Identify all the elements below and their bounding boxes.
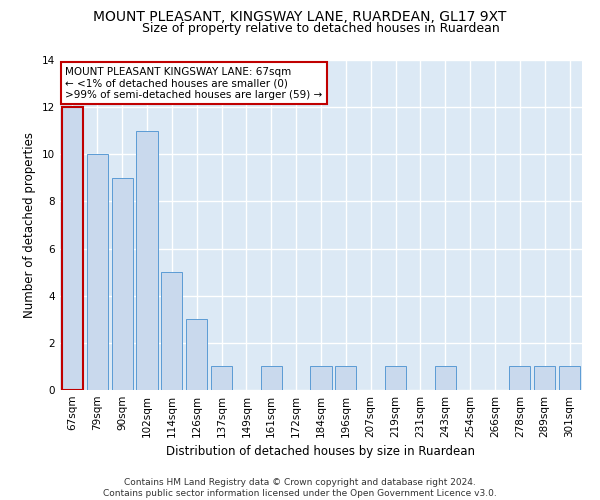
Bar xyxy=(87,154,108,390)
Bar xyxy=(261,366,282,390)
Bar xyxy=(559,366,580,390)
Bar xyxy=(435,366,456,390)
Bar xyxy=(310,366,332,390)
Bar xyxy=(211,366,232,390)
Title: Size of property relative to detached houses in Ruardean: Size of property relative to detached ho… xyxy=(142,22,500,35)
Bar xyxy=(335,366,356,390)
Bar xyxy=(136,130,158,390)
Y-axis label: Number of detached properties: Number of detached properties xyxy=(23,132,37,318)
X-axis label: Distribution of detached houses by size in Ruardean: Distribution of detached houses by size … xyxy=(167,446,476,458)
Bar xyxy=(534,366,555,390)
Bar xyxy=(112,178,133,390)
Text: Contains HM Land Registry data © Crown copyright and database right 2024.
Contai: Contains HM Land Registry data © Crown c… xyxy=(103,478,497,498)
Bar xyxy=(186,320,207,390)
Text: MOUNT PLEASANT, KINGSWAY LANE, RUARDEAN, GL17 9XT: MOUNT PLEASANT, KINGSWAY LANE, RUARDEAN,… xyxy=(94,10,506,24)
Bar xyxy=(62,107,83,390)
Bar xyxy=(161,272,182,390)
Bar xyxy=(385,366,406,390)
Text: MOUNT PLEASANT KINGSWAY LANE: 67sqm
← <1% of detached houses are smaller (0)
>99: MOUNT PLEASANT KINGSWAY LANE: 67sqm ← <1… xyxy=(65,66,322,100)
Bar xyxy=(509,366,530,390)
